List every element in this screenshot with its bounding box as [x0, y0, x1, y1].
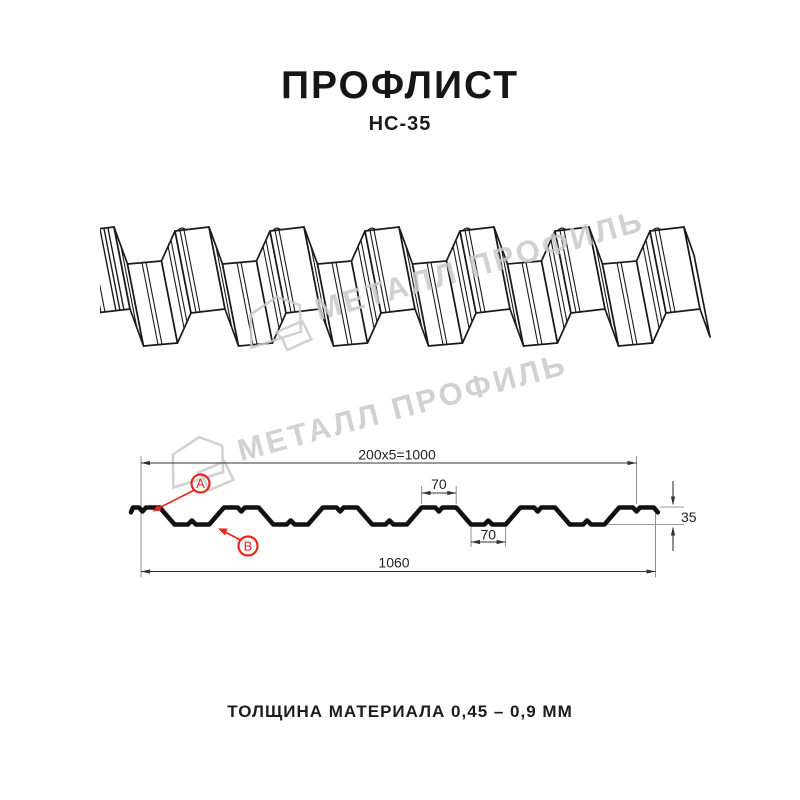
sheet-3d-perspective-drawing — [100, 226, 711, 347]
marker-annotations: A B — [152, 473, 259, 557]
dim-label-height: 35 — [681, 509, 697, 525]
marker-a-circle — [190, 473, 211, 494]
marker-a-arrowhead-icon — [152, 504, 162, 512]
dim-label-valley-width: 70 — [481, 527, 497, 543]
dimension-labels: 200x5=1000 70 70 35 1060 — [358, 447, 697, 571]
dim-label-total-width: 1060 — [378, 555, 409, 571]
watermark-lower: МЕТАЛЛ ПРОФИЛЬ — [171, 346, 571, 493]
metall-profil-logo-icon — [274, 319, 314, 352]
marker-b-label: B — [244, 539, 253, 554]
metall-profil-logo-icon — [171, 435, 225, 490]
marker-a-label: A — [196, 476, 205, 491]
marker-b-arrowhead-icon — [218, 528, 228, 536]
dim-label-pitch: 200x5=1000 — [358, 447, 436, 463]
marker-b-circle — [237, 535, 259, 557]
profile-model-subtitle: НС-35 — [368, 113, 432, 135]
extension-lines — [140, 456, 684, 578]
profile-cross-section — [128, 505, 661, 527]
material-thickness-note: ТОЛЩИНА МАТЕРИАЛА 0,45 – 0,9 ММ — [227, 702, 573, 721]
page-title: ПРОФЛИСТ — [280, 64, 520, 107]
metall-profil-logo-icon — [249, 295, 303, 350]
dim-label-crest-width: 70 — [431, 476, 447, 492]
dimension-lines — [141, 460, 676, 574]
marker-a-arrow — [156, 489, 194, 510]
